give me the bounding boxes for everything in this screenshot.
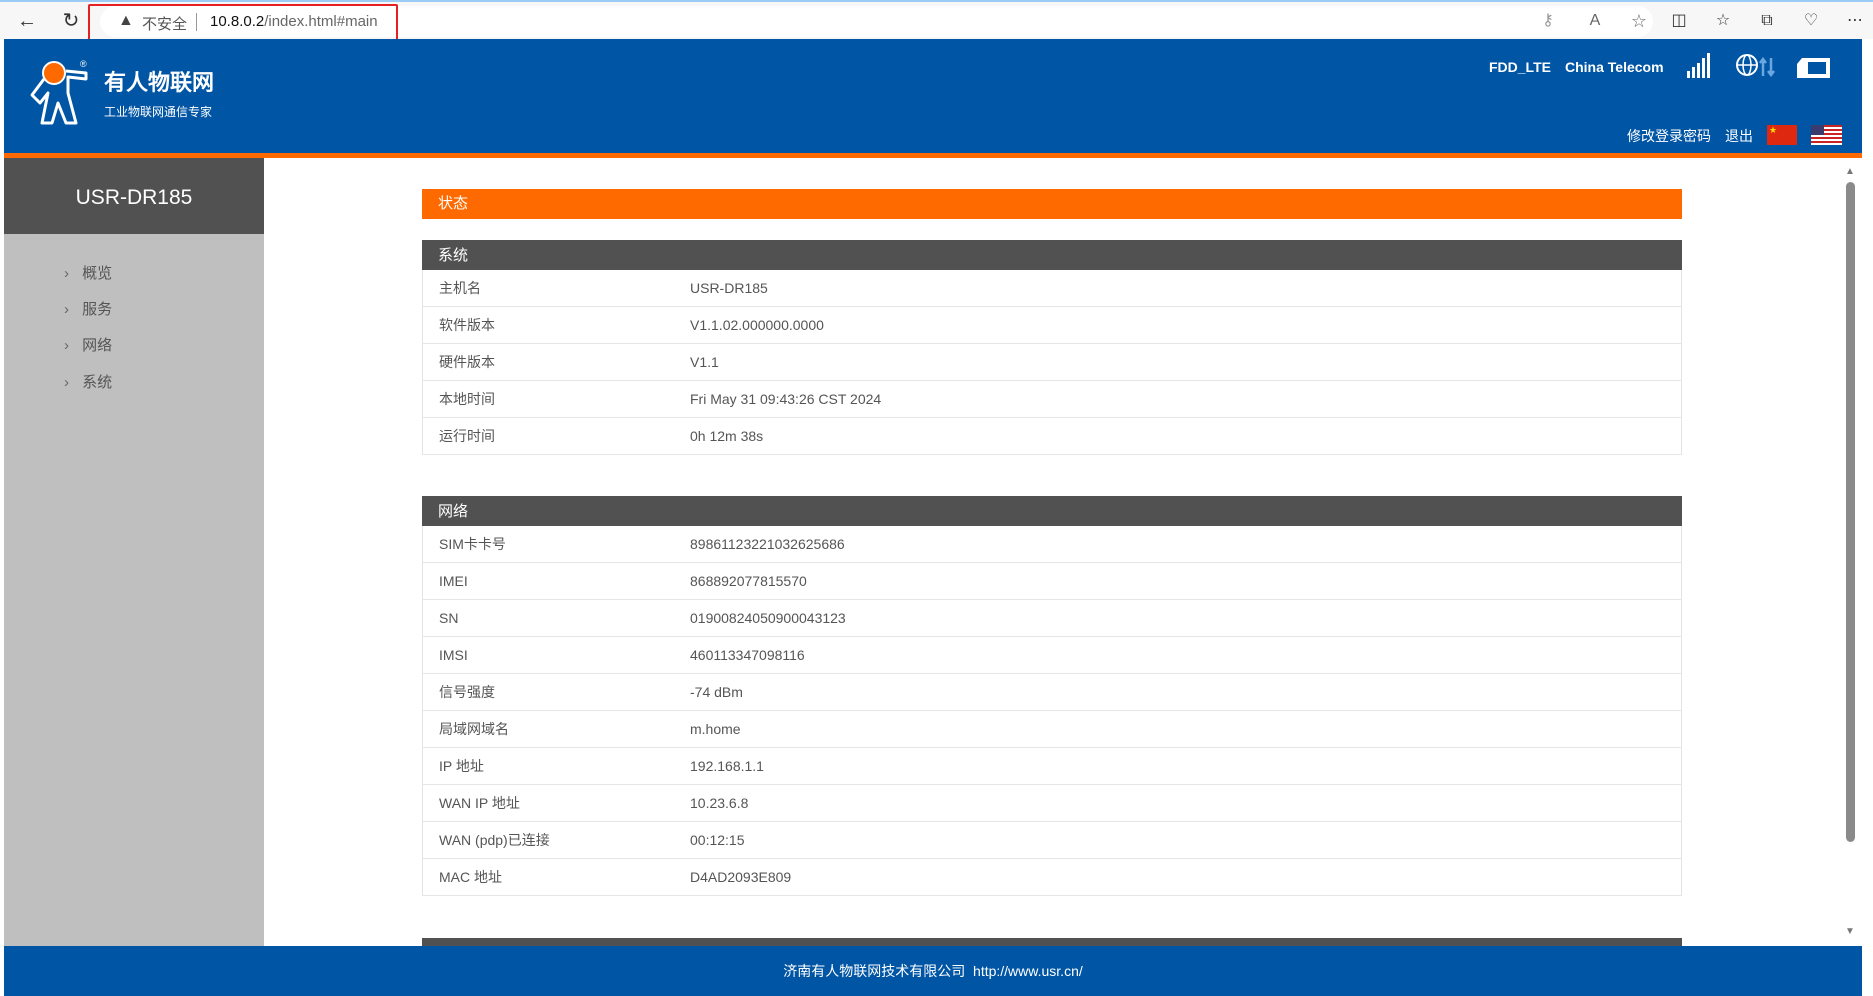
header-accent-line	[4, 153, 1862, 158]
us-flag-icon[interactable]	[1811, 125, 1842, 145]
security-label[interactable]: 不安全	[142, 16, 188, 33]
row-value: 89861123221032625686	[690, 536, 845, 552]
table-row: IP 地址 192.168.1.1	[422, 748, 1682, 785]
slogan: 工业物联网通信专家	[104, 105, 213, 119]
network-mode: FDD_LTE	[1489, 59, 1551, 75]
operator: China Telecom	[1565, 59, 1664, 75]
back-icon[interactable]: ←	[17, 10, 37, 32]
section-title: 网络	[422, 496, 1682, 526]
table-row: 软件版本 V1.1.02.000000.0000	[422, 307, 1682, 344]
section-title: 系统	[422, 240, 1682, 270]
row-value: V1.1.02.000000.0000	[690, 317, 824, 333]
row-label: 本地时间	[439, 391, 495, 407]
more-icon[interactable]: ⋯	[1847, 12, 1863, 29]
signal-icon	[1687, 53, 1710, 78]
table-row: SIM卡卡号 89861123221032625686	[422, 526, 1682, 563]
table-row: SN 01900824050900043123	[422, 600, 1682, 637]
table-row: IMSI 460113347098116	[422, 637, 1682, 674]
table-row: 主机名 USR-DR185	[422, 270, 1682, 307]
china-flag-icon[interactable]: ★	[1767, 125, 1797, 145]
split-screen-icon[interactable]: ◫	[1671, 12, 1687, 29]
browser-toolbar: ← ↻ ▲ 不安全 10.8.0.2/index.html#main ⚷ A ☆…	[0, 0, 1873, 48]
row-label: IMSI	[439, 647, 468, 663]
logout-link[interactable]: 退出	[1725, 128, 1753, 144]
footer: 济南有人物联网技术有限公司 http://www.usr.cn/	[4, 946, 1862, 996]
table-row: 运行时间 0h 12m 38s	[422, 418, 1682, 455]
row-label: WAN (pdp)已连接	[439, 832, 550, 848]
divider	[196, 13, 197, 31]
scroll-down-icon[interactable]: ▼	[1845, 926, 1855, 937]
row-label: SN	[439, 610, 459, 626]
table-row: IMEI 868892077815570	[422, 563, 1682, 600]
status-title: 状态	[422, 189, 1682, 219]
scrollbar-thumb[interactable]	[1846, 182, 1855, 842]
next-section-header	[422, 938, 1682, 948]
table-row: 硬件版本 V1.1	[422, 344, 1682, 381]
row-value: 0h 12m 38s	[690, 428, 764, 444]
health-icon[interactable]: ♡	[1803, 12, 1819, 29]
table-row: 局域网域名 m.home	[422, 711, 1682, 748]
table-row: WAN (pdp)已连接 00:12:15	[422, 822, 1682, 859]
company-name: 济南有人物联网技术有限公司	[783, 963, 966, 979]
chevron-right-icon: ›	[64, 301, 69, 318]
brand-name: 有人物联网	[104, 70, 215, 95]
logo-icon: ®	[30, 59, 88, 125]
sidebar-item-network[interactable]: › 网络	[64, 337, 113, 354]
url-text[interactable]: 10.8.0.2/index.html#main	[210, 13, 378, 30]
row-label: SIM卡卡号	[439, 536, 506, 552]
row-label: 局域网域名	[439, 721, 509, 737]
row-label: IMEI	[439, 573, 468, 589]
row-value: 00:12:15	[690, 832, 745, 848]
network-section: 网络 SIM卡卡号 89861123221032625686 IMEI 8688920…	[422, 496, 1682, 896]
table-row: 本地时间 Fri May 31 09:43:26 CST 2024	[422, 381, 1682, 418]
header: ® 有人物联网 工业物联网通信专家 FDD_LTE China Telecom …	[4, 39, 1862, 153]
company-url[interactable]: http://www.usr.cn/	[973, 963, 1083, 979]
row-label: 主机名	[439, 280, 481, 296]
row-value: 868892077815570	[690, 573, 807, 589]
row-value: m.home	[690, 721, 741, 737]
chevron-right-icon: ›	[64, 374, 69, 391]
row-label: 硬件版本	[439, 354, 495, 370]
sidebar-item-overview[interactable]: › 概览	[64, 265, 113, 282]
change-password-link[interactable]: 修改登录密码	[1627, 128, 1711, 144]
address-bar[interactable]: ▲ 不安全 10.8.0.2/index.html#main ⚷ A ☆	[100, 6, 1653, 37]
sidebar: USR-DR185 › 概览 › 服务 › 网络 › 系统	[4, 158, 264, 946]
row-label: MAC 地址	[439, 869, 502, 885]
row-value: USR-DR185	[690, 280, 768, 296]
system-section: 系统 主机名 USR-DR185 软件版本 V1.1.02.000000.0000 硬件…	[422, 240, 1682, 455]
chevron-right-icon: ›	[64, 337, 69, 354]
row-label: 信号强度	[439, 684, 495, 700]
scroll-up-icon[interactable]: ▲	[1845, 166, 1855, 177]
row-label: 运行时间	[439, 428, 495, 444]
row-value: V1.1	[690, 354, 719, 370]
row-label: 软件版本	[439, 317, 495, 333]
row-value: 192.168.1.1	[690, 758, 764, 774]
row-label: IP 地址	[439, 758, 484, 774]
row-value: Fri May 31 09:43:26 CST 2024	[690, 391, 882, 407]
favorites-icon[interactable]: ☆	[1715, 12, 1731, 29]
sim-card-icon	[1797, 58, 1830, 78]
row-label: WAN IP 地址	[439, 795, 520, 811]
key-icon[interactable]: ⚷	[1542, 12, 1554, 29]
refresh-icon[interactable]: ↻	[62, 10, 80, 32]
row-value: D4AD2093E809	[690, 869, 792, 885]
star-icon[interactable]: ☆	[1630, 11, 1648, 31]
row-value: -74 dBm	[690, 684, 743, 700]
row-value: 01900824050900043123	[690, 610, 846, 626]
table-row: WAN IP 地址 10.23.6.8	[422, 785, 1682, 822]
warning-icon: ▲	[118, 12, 134, 29]
globe-data-icon	[1736, 54, 1775, 78]
device-name: USR-DR185	[4, 158, 264, 234]
sidebar-item-system[interactable]: › 系统	[64, 374, 113, 391]
collections-icon[interactable]: ⧉	[1761, 12, 1773, 29]
row-value: 10.23.6.8	[690, 795, 749, 811]
scrollbar[interactable]: ▲ ▼	[1840, 160, 1860, 946]
chevron-right-icon: ›	[64, 265, 69, 282]
table-row: MAC 地址 D4AD2093E809	[422, 859, 1682, 896]
sidebar-item-services[interactable]: › 服务	[64, 301, 113, 318]
row-value: 460113347098116	[690, 647, 805, 663]
svg-text:®: ®	[80, 59, 87, 69]
read-aloud-icon[interactable]: A	[1589, 12, 1601, 29]
table-row: 信号强度 -74 dBm	[422, 674, 1682, 711]
